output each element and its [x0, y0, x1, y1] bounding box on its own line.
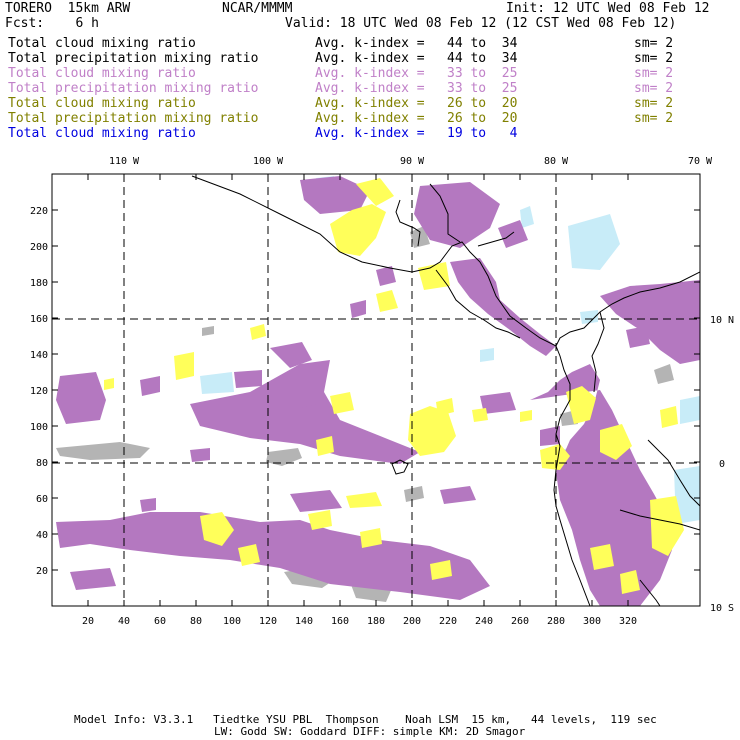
longitude-label: 90 W — [400, 156, 425, 167]
longitude-label: 100 W — [253, 156, 284, 167]
forecast-hour: Fcst: 6 h — [5, 16, 99, 31]
y-tick-label: 140 — [30, 350, 48, 361]
y-tick-label: 120 — [30, 386, 48, 397]
axis-ticks — [52, 174, 700, 606]
lat-lon-grid — [52, 174, 700, 606]
latitude-label: 0 — [719, 459, 725, 470]
legend-field: Total cloud mixing ratio — [8, 126, 196, 141]
x-tick-label: 300 — [583, 616, 601, 627]
x-tick-label: 180 — [367, 616, 385, 627]
y-tick-label: 200 — [30, 242, 48, 253]
purple-cloud-layer — [56, 176, 700, 606]
x-tick-label: 40 — [118, 616, 130, 627]
x-tick-label: 280 — [547, 616, 565, 627]
y-tick-label: 160 — [30, 314, 48, 325]
y-tick-label: 180 — [30, 278, 48, 289]
model-info: Model Info: V3.3.1 Tiedtke YSU PBL Thomp… — [74, 713, 657, 726]
init-time: Init: 12 UTC Wed 08 Feb 12 — [506, 1, 710, 16]
field-layer — [56, 176, 700, 606]
legend-smoothing: sm= 2 — [634, 111, 674, 126]
legend-smoothing: sm= 2 — [634, 81, 674, 96]
y-tick-label: 40 — [36, 530, 48, 541]
y-tick-label: 100 — [30, 422, 48, 433]
legend-kindex-label: Avg. k-index = — [315, 96, 433, 111]
y-tick-label: 60 — [36, 494, 48, 505]
latitude-label: 10 S — [710, 603, 734, 614]
y-tick-label: 220 — [30, 206, 48, 217]
x-tick-label: 100 — [223, 616, 241, 627]
y-tick-label: 20 — [36, 566, 48, 577]
latitude-label: 10 N — [710, 315, 734, 326]
legend-kindex-label: Avg. k-index = — [315, 111, 433, 126]
legend-smoothing: sm= 2 — [634, 36, 674, 51]
legend-kindex-label: Avg. k-index = — [315, 36, 433, 51]
legend-kindex-range: 19 to 4 — [447, 126, 518, 141]
x-tick-label: 60 — [154, 616, 166, 627]
legend-field: Total precipitation mixing ratio — [8, 111, 259, 126]
x-tick-label: 140 — [295, 616, 313, 627]
legend-kindex-range: 44 to 34 — [447, 36, 518, 51]
longitude-label: 70 W — [688, 156, 713, 167]
x-tick-label: 200 — [403, 616, 421, 627]
legend-kindex-label: Avg. k-index = — [315, 51, 433, 66]
x-tick-label: 20 — [82, 616, 94, 627]
x-tick-label: 320 — [619, 616, 637, 627]
legend-field: Total cloud mixing ratio — [8, 66, 196, 81]
legend-kindex-range: 26 to 20 — [447, 111, 518, 126]
x-tick-label: 240 — [475, 616, 493, 627]
org-label: NCAR/MMMM — [222, 1, 293, 16]
y-tick-label: 80 — [36, 458, 48, 469]
physics-info: LW: Godd SW: Goddard DIFF: simple KM: 2D… — [214, 725, 526, 738]
x-tick-label: 80 — [190, 616, 202, 627]
x-tick-label: 120 — [259, 616, 277, 627]
legend-smoothing: sm= 2 — [634, 66, 674, 81]
legend-smoothing: sm= 2 — [634, 51, 674, 66]
x-tick-label: 160 — [331, 616, 349, 627]
legend-field: Total cloud mixing ratio — [8, 96, 196, 111]
legend-kindex-label: Avg. k-index = — [315, 66, 433, 81]
legend-kindex-range: 33 to 25 — [447, 66, 518, 81]
valid-time: Valid: 18 UTC Wed 08 Feb 12 (12 CST Wed … — [285, 16, 677, 31]
legend-field: Total precipitation mixing ratio — [8, 81, 259, 96]
legend-field: Total precipitation mixing ratio — [8, 51, 259, 66]
model-title: TORERO 15km ARW — [5, 1, 131, 16]
x-tick-label: 260 — [511, 616, 529, 627]
legend-kindex-range: 44 to 34 — [447, 51, 518, 66]
axis-tick-labels: 20 40 60 80 100 120 140 160 180 200 220 240 260 280 30… — [30, 156, 734, 627]
longitude-label: 80 W — [544, 156, 569, 167]
x-tick-label: 220 — [439, 616, 457, 627]
legend-kindex-range: 33 to 25 — [447, 81, 518, 96]
legend-smoothing: sm= 2 — [634, 96, 674, 111]
legend-kindex-label: Avg. k-index = — [315, 126, 433, 141]
legend-kindex-range: 26 to 20 — [447, 96, 518, 111]
longitude-label: 110 W — [109, 156, 140, 167]
legend-kindex-label: Avg. k-index = — [315, 81, 433, 96]
coastline — [191, 175, 700, 606]
legend-field: Total cloud mixing ratio — [8, 36, 196, 51]
yellow-cloud-layer — [104, 178, 684, 594]
